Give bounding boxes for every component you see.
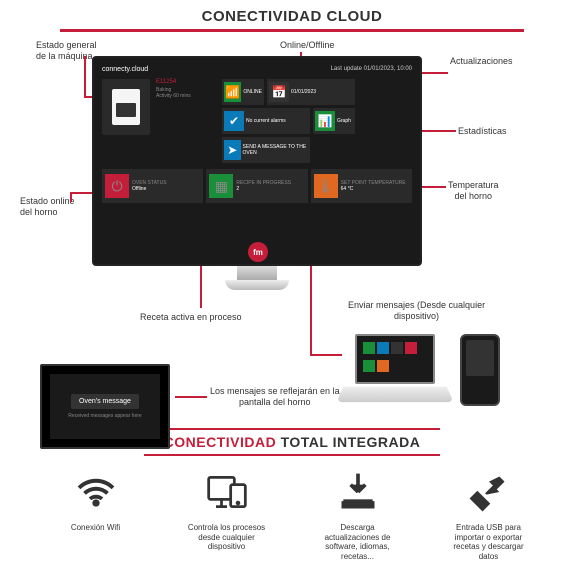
callout-actualizaciones: Actualizaciones: [450, 56, 513, 67]
subtitle-black: TOTAL INTEGRADA: [276, 434, 420, 450]
download-icon: [336, 470, 380, 514]
desktop-monitor: connecty.cloud Last update 01/01/2023, 1…: [92, 56, 422, 266]
dashboard-screen: connecty.cloud Last update 01/01/2023, 1…: [94, 58, 420, 211]
feature-devices-caption: Controla los procesos desde cualquier di…: [172, 523, 282, 552]
tiles-grid: 📶 ONLINE 📅 01/01/2023 ✔ No current alarm…: [222, 79, 402, 163]
tile-online-label: ONLINE: [243, 89, 262, 95]
check-icon: ✔: [224, 111, 244, 131]
page-title: CONECTIVIDAD CLOUD: [0, 0, 584, 29]
title-divider: [60, 29, 524, 32]
device-info: E11254 Baking Activity 60 mins: [156, 79, 216, 163]
callout-estadisticas: Estadísticas: [458, 126, 507, 137]
dashboard-row-1: E11254 Baking Activity 60 mins 📶 ONLINE …: [102, 79, 412, 163]
connector-line: [84, 56, 86, 96]
callout-enviar-mensajes: Enviar mensajes (Desde cualquier disposi…: [348, 300, 485, 322]
oven-touchscreen: Oven's message Received messages appear …: [40, 364, 170, 449]
send-icon: ➤: [224, 140, 241, 160]
status-oven-value: Offline: [132, 186, 167, 192]
connector-line: [420, 130, 456, 132]
connector-line: [310, 354, 342, 356]
feature-wifi: Conexión Wifi: [41, 470, 151, 561]
devices-icon: [205, 470, 249, 514]
tile-online[interactable]: 📶 ONLINE: [222, 79, 264, 105]
last-update-text: Last update 01/01/2023, 10:00: [331, 66, 412, 73]
feature-download-caption: Descarga actualizaciones de software, id…: [303, 523, 413, 561]
recipe-icon: ▦: [209, 174, 233, 198]
monitor-stand: [225, 266, 289, 306]
phone-screen: [466, 340, 494, 376]
oven-message-box: Oven's message: [71, 394, 139, 409]
status-recipe-value: 2: [236, 186, 291, 192]
callout-temperatura: Temperatura del horno: [448, 180, 499, 202]
feature-usb-caption: Entrada USB para importar o exportar rec…: [434, 523, 544, 561]
tile-stats[interactable]: 📊 Graph: [313, 108, 355, 134]
oven-message-sub: Received messages appear here: [68, 413, 141, 419]
features-row: Conexión Wifi Controla los procesos desd…: [0, 456, 584, 561]
dashboard-row-2: ⏻ OVEN STATUSOffline ▦ RECIPE IN PROGRES…: [102, 169, 412, 203]
feature-usb: Entrada USB para importar o exportar rec…: [434, 470, 544, 561]
connector-line: [420, 72, 448, 74]
tile-updates-label: 01/01/2023: [291, 89, 316, 95]
calendar-icon: 📅: [269, 82, 289, 102]
callout-estado-online-horno: Estado online del horno: [20, 196, 75, 218]
status-oven[interactable]: ⏻ OVEN STATUSOffline: [102, 169, 203, 203]
wifi-icon: [74, 470, 118, 514]
thermometer-icon: 🌡: [314, 174, 338, 198]
feature-devices: Controla los procesos desde cualquier di…: [172, 470, 282, 561]
tile-send-message[interactable]: ➤ SEND A MESSAGE TO THE OVEN: [222, 137, 310, 163]
device-model: E11254: [156, 79, 216, 87]
device-activity: Activity 60 mins: [156, 93, 216, 100]
tile-stats-label: Graph: [337, 118, 351, 124]
feature-download: Descarga actualizaciones de software, id…: [303, 470, 413, 561]
status-recipe[interactable]: ▦ RECIPE IN PROGRESS2: [206, 169, 307, 203]
chart-icon: 📊: [315, 111, 335, 131]
laptop-screen: [355, 334, 435, 384]
wifi-icon: 📶: [224, 82, 241, 102]
power-icon: ⏻: [105, 174, 129, 198]
main-infographic-area: Estado general de la máquina Online/Offl…: [0, 34, 584, 414]
callout-estado-general: Estado general de la máquina: [36, 40, 97, 62]
usb-icon: [467, 470, 511, 514]
callout-receta-activa: Receta activa en proceso: [140, 312, 242, 323]
feature-wifi-caption: Conexión Wifi: [41, 523, 151, 533]
connector-line: [420, 186, 446, 188]
app-brand: connecty.cloud: [102, 66, 148, 73]
status-temp[interactable]: 🌡 SET POINT TEMPERATURE64 °C: [311, 169, 412, 203]
laptop-device: [340, 334, 450, 406]
fm-logo: fm: [248, 242, 268, 262]
status-recipe-label: RECIPE IN PROGRESS: [236, 180, 291, 186]
callout-online-offline: Online/Offline: [280, 40, 334, 51]
connector-line: [175, 396, 207, 398]
subtitle: CONECTIVIDAD TOTAL INTEGRADA: [144, 428, 441, 456]
tile-send-label: SEND A MESSAGE TO THE OVEN: [243, 144, 308, 156]
tile-alarms[interactable]: ✔ No current alarms: [222, 108, 310, 134]
callout-mensajes-reflejan: Los mensajes se reflejarán en la pantall…: [210, 386, 340, 408]
status-temp-value: 64 °C: [341, 186, 406, 192]
oven-icon: [112, 89, 140, 125]
tile-updates[interactable]: 📅 01/01/2023: [267, 79, 355, 105]
screen-header: connecty.cloud Last update 01/01/2023, 1…: [102, 66, 412, 73]
phone-device: [460, 334, 500, 406]
device-card[interactable]: [102, 79, 150, 135]
tile-alarms-value: No current alarms: [246, 118, 286, 124]
subtitle-red: CONECTIVIDAD: [164, 434, 277, 450]
